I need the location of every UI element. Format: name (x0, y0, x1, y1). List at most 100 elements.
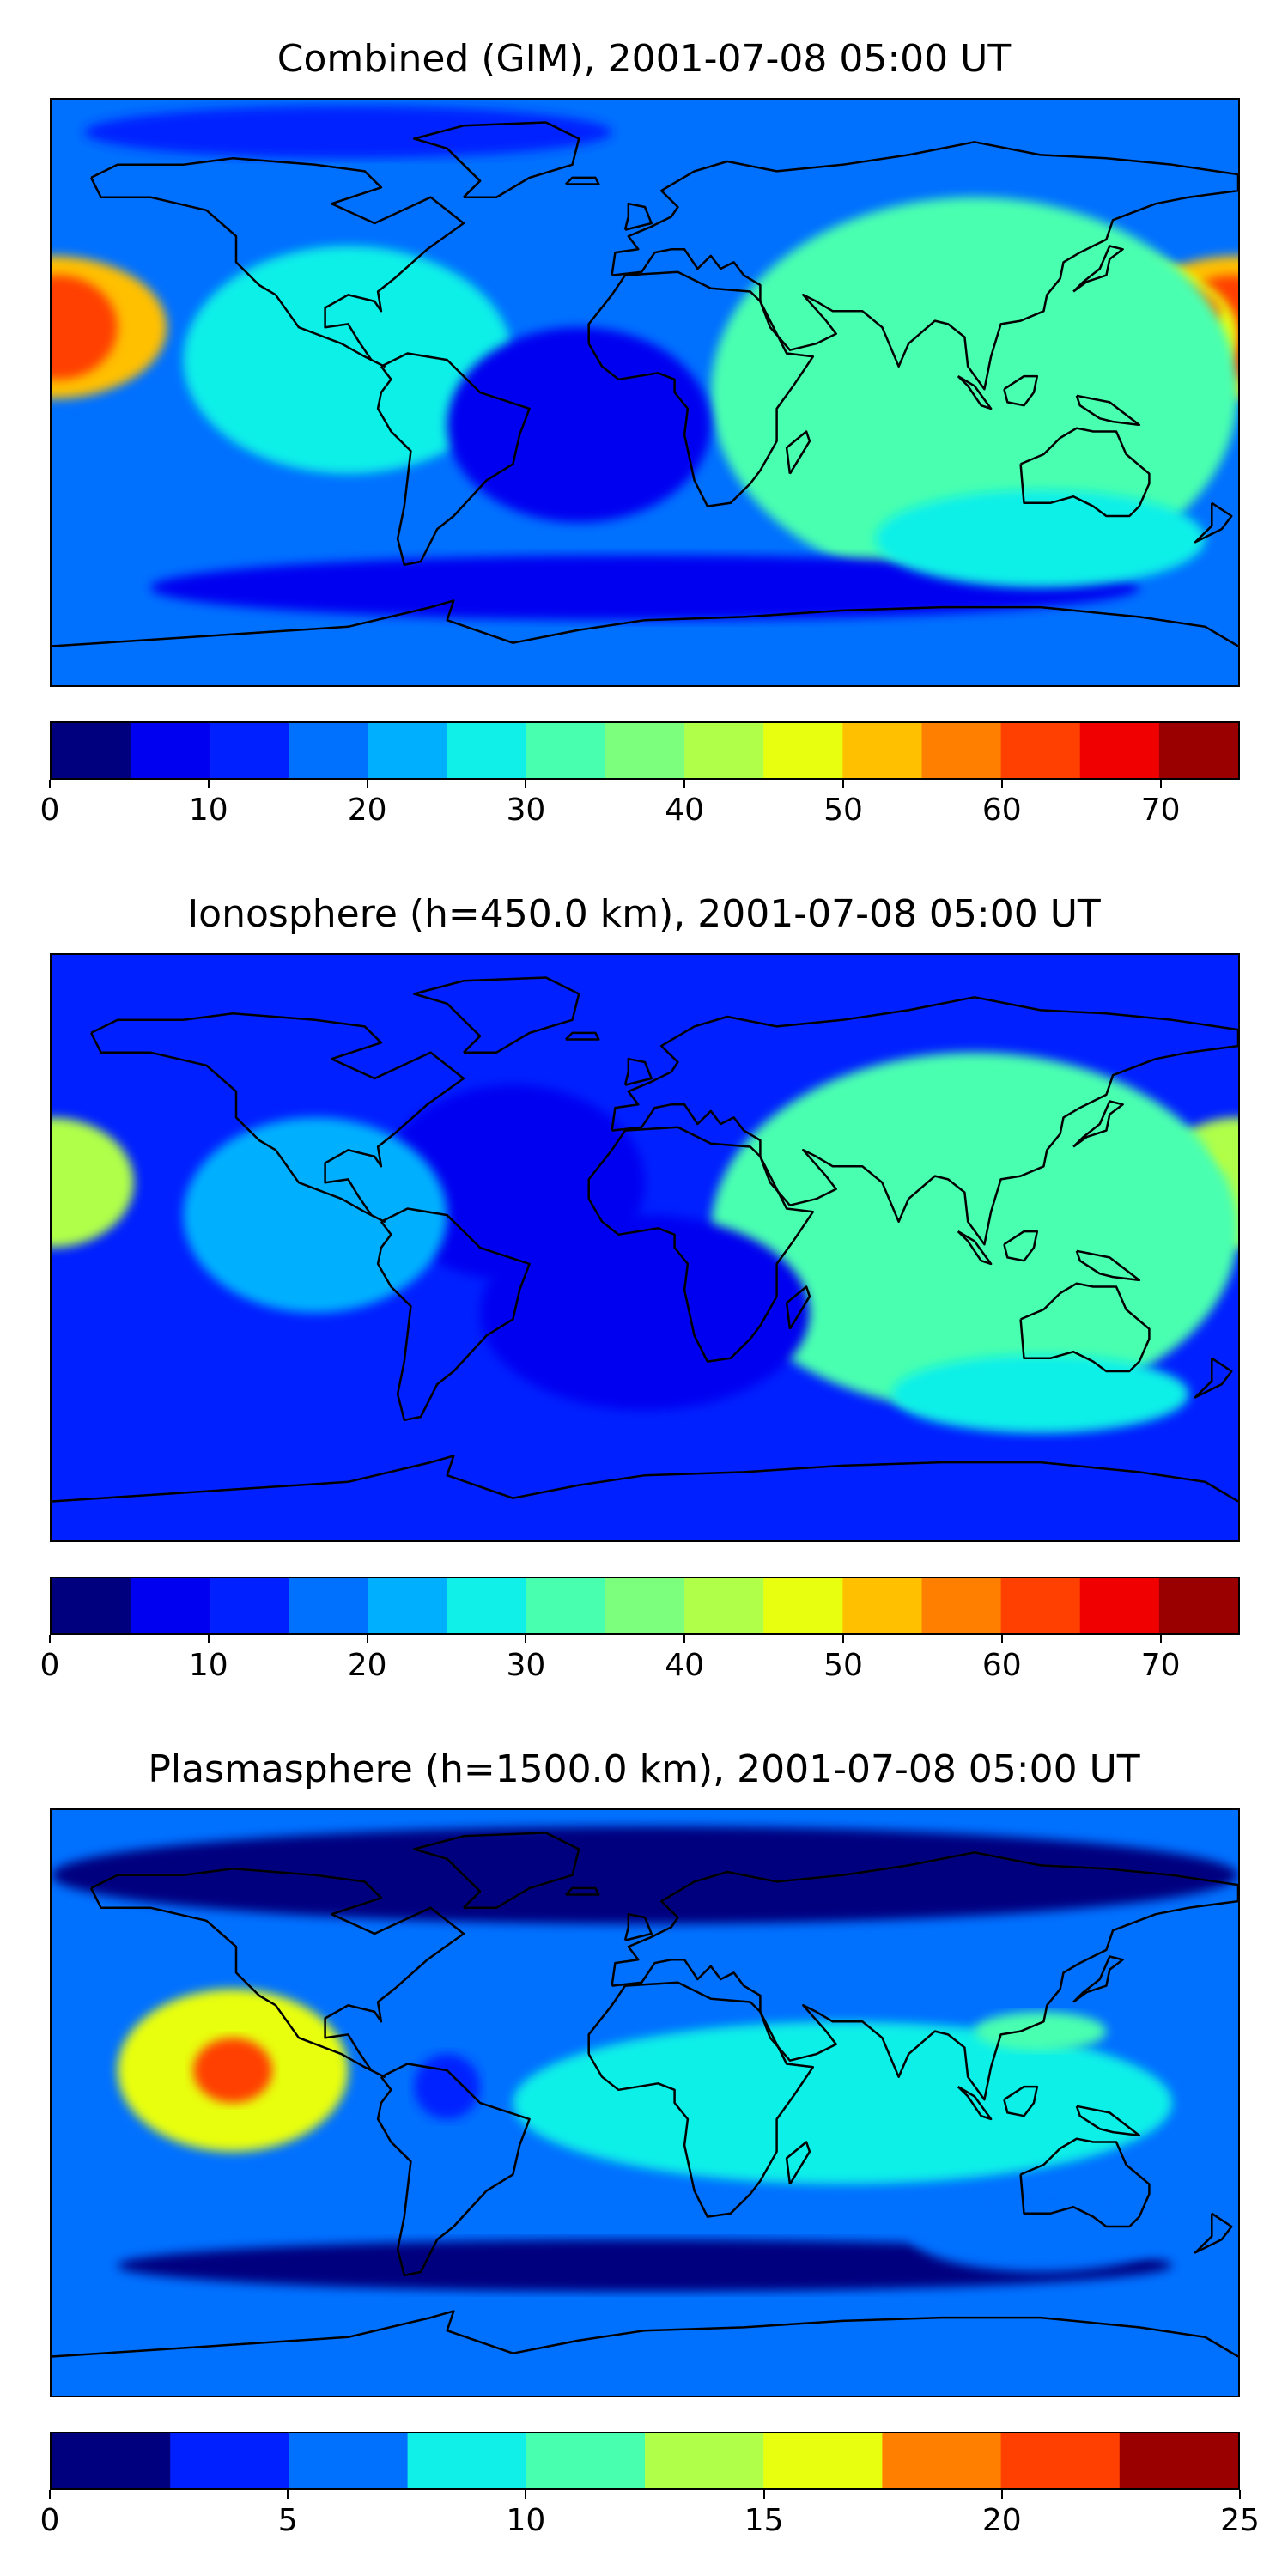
coastline (1075, 394, 1141, 427)
coastline (565, 1031, 600, 1041)
colorbar-swatch (170, 2433, 289, 2488)
coastline (623, 1912, 653, 1941)
tick-mark (1159, 780, 1162, 788)
colorbar-swatch (1000, 723, 1081, 778)
tick-label: 0 (39, 793, 60, 828)
contour-region (908, 2194, 1173, 2273)
colorbar-swatch (368, 723, 448, 778)
colorbar-swatch (605, 1578, 685, 1633)
coastline (413, 1832, 580, 1909)
coastline (376, 352, 531, 567)
coastline (413, 976, 580, 1054)
colorbar-swatch (52, 1578, 131, 1633)
contour-region (414, 2054, 481, 2119)
tick-mark (525, 2490, 527, 2499)
coastline (565, 1886, 600, 1896)
tick-label: 10 (188, 1648, 228, 1683)
contour-map (52, 1810, 1238, 2396)
colorbar-swatch (289, 1578, 369, 1633)
tick-label: 0 (39, 1648, 60, 1683)
tick-mark (525, 1635, 527, 1643)
coastline (1075, 1249, 1141, 1282)
contour-region (52, 1117, 134, 1248)
coastline (1003, 2085, 1039, 2117)
tick-label: 50 (823, 1648, 863, 1683)
tick-mark (287, 2490, 289, 2499)
colorbar-swatch (526, 2433, 646, 2488)
contour-region (710, 197, 1238, 588)
coastline (376, 1207, 531, 1422)
coastline (1194, 2212, 1233, 2254)
coastline (1072, 1955, 1124, 2003)
contour-region (183, 246, 513, 474)
colorbar-swatch (684, 723, 764, 778)
map-plot (50, 98, 1240, 687)
coastline (89, 1012, 465, 1223)
colorbar-swatch (526, 1578, 606, 1633)
colorbar-swatch (645, 2433, 764, 2488)
coastline (1003, 1230, 1039, 1262)
tick-mark (1000, 1635, 1003, 1643)
tick-mark (207, 780, 210, 788)
tick-label: 20 (347, 793, 387, 828)
coastline (587, 270, 815, 507)
tick-label: 40 (665, 1648, 705, 1683)
contour-map (52, 100, 1238, 685)
map-plot (50, 1808, 1240, 2397)
colorbar-swatch (1000, 1578, 1081, 1633)
coastline (565, 176, 600, 185)
colorbar-swatches (52, 1578, 1238, 1633)
colorbar-ticks: 0 10 20 30 40 50 60 70 (40, 1635, 1240, 1686)
colorbar-swatch (1079, 723, 1160, 778)
colorbar-ticks: 0 10 20 30 40 50 60 70 (40, 780, 1240, 831)
coastline (1019, 2137, 1151, 2228)
tick-label: 30 (506, 793, 546, 828)
coastline (89, 156, 465, 368)
coastline (611, 1851, 1238, 2101)
colorbar-swatch (1000, 2433, 1121, 2488)
tick-mark (683, 1635, 686, 1643)
contour-region (380, 1084, 645, 1280)
tick-label: 30 (506, 1648, 546, 1683)
contour-region (891, 1355, 1189, 1433)
colorbar-swatch (1158, 1578, 1238, 1633)
coastline (785, 2141, 811, 2185)
coastline (1019, 1282, 1151, 1373)
coastline (1072, 1100, 1124, 1148)
coastline (1194, 501, 1233, 544)
coastline (1075, 2105, 1141, 2137)
coastline (611, 996, 1238, 1246)
tick-label: 10 (506, 2503, 546, 2538)
tick-mark (683, 780, 686, 788)
tick-mark (366, 1635, 368, 1643)
contour-region (193, 2038, 273, 2103)
tick-mark (49, 780, 51, 788)
coastline (1072, 245, 1124, 293)
colorbar-swatch (289, 723, 369, 778)
tick-mark (1159, 1635, 1162, 1643)
tick-mark (525, 780, 527, 788)
colorbar-swatch (921, 1578, 1002, 1633)
tick-label: 60 (981, 793, 1022, 828)
coastline (376, 2063, 531, 2277)
colorbar-swatch (368, 1578, 448, 1633)
coastline (413, 121, 580, 198)
colorbar-swatch (605, 723, 685, 778)
tick-label: 10 (188, 793, 228, 828)
tick-label: 15 (744, 2503, 784, 2538)
contour-region (875, 489, 1206, 588)
colorbar-swatch (407, 2433, 527, 2488)
colorbar-ticks: 0 5 10 15 20 25 (40, 2490, 1260, 2542)
colorbar-swatch (882, 2433, 1002, 2488)
colorbar (50, 1577, 1240, 1635)
contour-region (513, 2021, 1173, 2184)
map-title: Plasmasphere (h=1500.0 km), 2001-07-08 0… (148, 1747, 1140, 1791)
colorbar-swatch (1158, 723, 1238, 778)
colorbar (50, 2432, 1240, 2490)
tick-mark (1000, 2490, 1003, 2499)
colorbar-swatch (1119, 2433, 1238, 2488)
colorbar-swatch (842, 1578, 923, 1633)
coastline (1194, 1357, 1233, 1399)
colorbar-swatch (447, 723, 527, 778)
contour-region (150, 555, 1139, 621)
